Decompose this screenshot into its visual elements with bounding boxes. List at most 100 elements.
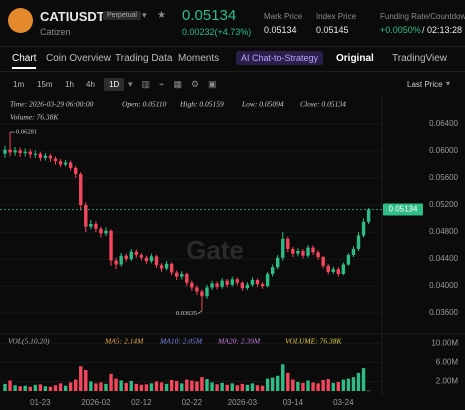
volume-bar [68, 382, 73, 391]
tab[interactable]: Chart [12, 53, 37, 64]
candle-body [154, 256, 159, 266]
candle-body [129, 251, 133, 260]
volume-bar [185, 379, 189, 391]
price-change: 0.00232(+4.73%) [182, 27, 252, 37]
tab[interactable]: Original [336, 53, 374, 64]
candle-body [341, 264, 346, 274]
y-tick-label: 0.04800 [429, 227, 458, 236]
tab[interactable]: Coin Overview [46, 53, 112, 64]
candle-body [74, 167, 78, 174]
tab-ai[interactable]: AI Chat-to-Strategy [236, 51, 324, 65]
volume-bar [326, 379, 330, 391]
watermark: Gate [186, 235, 244, 265]
volume-bar [28, 386, 32, 391]
ohlc-info: Open: 0.05110 [122, 100, 167, 109]
candle-body [270, 267, 275, 274]
volume-bar [63, 385, 68, 391]
index-value: 0.05145 [316, 25, 349, 35]
volume-bar [336, 381, 340, 391]
volume-bar [89, 381, 93, 391]
volume-bar [205, 379, 209, 391]
symbol[interactable]: CATIUSDT [40, 9, 105, 24]
candle-body [104, 230, 108, 234]
volume-bar [3, 383, 7, 391]
index-label: Index Price [316, 12, 357, 21]
interval[interactable]: 15m [37, 80, 53, 89]
x-tick-label: 2026-03 [228, 398, 258, 407]
price-type-arrow[interactable]: ▾ [446, 79, 451, 88]
interval-selected[interactable]: 1D [104, 78, 125, 91]
candle-body [144, 257, 149, 262]
candle-body [291, 248, 295, 254]
volume-bar [190, 380, 194, 391]
tab[interactable]: Moments [178, 53, 220, 64]
candle-body [99, 228, 103, 234]
candle-body [346, 255, 351, 265]
candle-body [58, 161, 63, 165]
volume-bar [144, 384, 149, 391]
y-tick-label: 0.04400 [429, 254, 458, 263]
divider [0, 71, 465, 72]
y-tick-label: 0.04000 [429, 281, 458, 290]
volume-bar [58, 383, 63, 391]
volume-bar [230, 383, 234, 391]
volume-bar [169, 380, 174, 391]
volume-bar [134, 383, 138, 391]
volume-bar [38, 384, 43, 391]
candle-body [326, 265, 330, 272]
candle-body [200, 291, 204, 297]
candle-body [84, 205, 88, 227]
ohlc-info: Close: 0.05134 [300, 100, 346, 109]
x-tick-label: 02-12 [131, 398, 152, 407]
funding-rate: +0.0050% [380, 25, 421, 35]
volume-bar [260, 385, 265, 391]
volume-bar [291, 379, 295, 391]
volume-bar [281, 364, 285, 391]
candle-body [43, 155, 48, 158]
last-price: 0.05134 [182, 7, 237, 24]
candle-body [286, 238, 290, 249]
tab[interactable]: Trading Data [115, 53, 173, 64]
candle-body [240, 282, 245, 289]
volume-bar [195, 381, 199, 391]
volume-bar [53, 385, 58, 391]
price-type[interactable]: Last Price [407, 80, 443, 89]
candle-body [53, 158, 58, 162]
candle-body [245, 284, 250, 289]
volume-bar [276, 375, 280, 391]
candle-body [225, 280, 229, 285]
star[interactable]: ★ [157, 10, 166, 21]
volume-bar [109, 373, 113, 391]
interval[interactable]: 1m [13, 80, 25, 89]
high-label: 0.06281 [16, 129, 37, 136]
candle-body [215, 283, 219, 287]
volume-bar [245, 384, 250, 391]
tab-underline [12, 67, 36, 69]
candle-body [356, 235, 361, 249]
candle-body [48, 155, 53, 159]
y2-tick-label: 10.00M [431, 338, 458, 347]
toolbar-icons[interactable]: ▾▥⌁▦⚙▣ [128, 79, 226, 89]
dropdown-arrow[interactable]: ▾ [142, 10, 147, 20]
volume-bar [210, 382, 214, 391]
volume-legend: MA20: 2.39M [217, 337, 261, 346]
volume-bar [13, 385, 17, 391]
candle-body [3, 149, 7, 154]
candle-body [18, 150, 22, 154]
interval[interactable]: 1h [65, 80, 74, 89]
interval[interactable]: 4h [86, 80, 95, 89]
x-tick-label: 2026-02 [81, 398, 111, 407]
candle-body [311, 247, 315, 253]
candle-body [276, 257, 280, 268]
candle-body [89, 223, 93, 227]
candle-body [361, 221, 366, 236]
volume-legend: VOL(5,10,20) [8, 337, 50, 346]
low-pointer [197, 310, 203, 314]
candle-body [220, 280, 224, 287]
candle-body [8, 149, 12, 153]
last-price-label: 0.05134 [389, 205, 418, 214]
volume-bar [235, 385, 239, 391]
tab[interactable]: TradingView [392, 53, 448, 64]
volume-bar [265, 378, 270, 391]
